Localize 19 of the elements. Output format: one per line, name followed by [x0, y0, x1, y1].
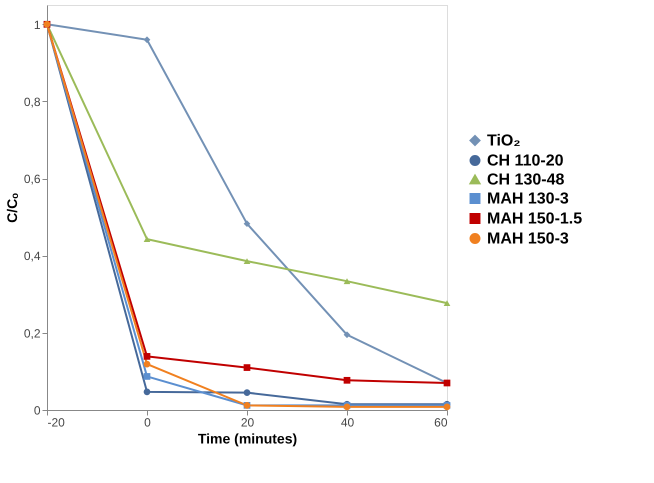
- legend-label: CH 110-20: [487, 152, 564, 170]
- legend-label: MAH 150-1.5: [487, 210, 582, 228]
- x-tick-label: 60: [434, 416, 448, 430]
- y-tick-label: 0: [34, 404, 41, 418]
- legend-label: TiO₂: [487, 132, 520, 150]
- y-tick-label: 0,8: [24, 94, 41, 109]
- x-tick-label: 40: [340, 416, 354, 430]
- legend-label: CH 130-48: [487, 172, 564, 188]
- x-tick-label: 20: [240, 416, 254, 430]
- legend-label: MAH 150-3: [487, 230, 569, 248]
- y-axis-title: C/Cₒ: [4, 192, 20, 223]
- y-tick-label: 0,4: [24, 249, 41, 264]
- legend-label: MAH 130-3: [487, 190, 569, 208]
- y-tick-label: 1: [34, 18, 41, 32]
- x-axis-title: Time (minutes): [198, 430, 298, 446]
- y-tick-label: 0,6: [24, 172, 41, 186]
- x-tick-label: -20: [48, 416, 66, 430]
- x-tick-label: 0: [144, 416, 152, 430]
- y-tick-label: 0,2: [24, 326, 41, 340]
